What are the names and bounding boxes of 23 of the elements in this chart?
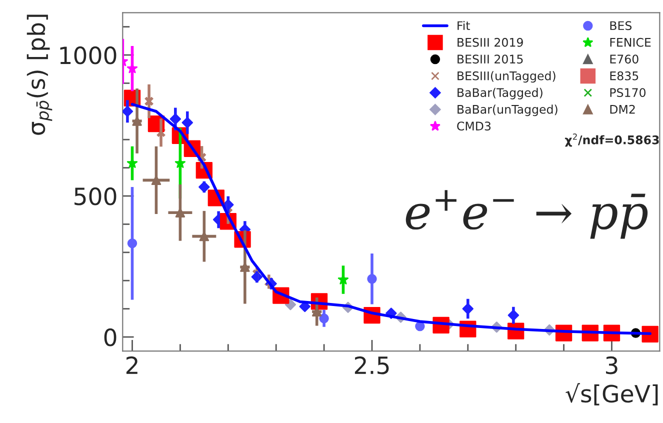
y-tick-label: 1000 bbox=[60, 46, 116, 64]
legend-label: FENICE bbox=[610, 38, 651, 47]
legend-label: DM2 bbox=[610, 104, 635, 114]
legend-label: Fit bbox=[458, 20, 470, 30]
annotation: e$^{+}$e$^{−}$ → pp̄ bbox=[406, 190, 648, 239]
legend-label: BES bbox=[610, 21, 632, 30]
legend-label: PS170 bbox=[610, 88, 646, 98]
annotation: χ$^{2}$/ndf=0.5863 bbox=[564, 134, 659, 147]
legend-label: BESIII(unTagged) bbox=[458, 71, 556, 83]
legend-label: BESIII 2015 bbox=[458, 54, 523, 64]
x-tick-label: 3 bbox=[606, 356, 618, 374]
legend-label: CMD3 bbox=[457, 122, 491, 131]
legend-label: BESIII 2019 bbox=[458, 38, 523, 47]
x-tick-label: 2.5 bbox=[354, 356, 389, 374]
legend-label: BaBar(Tagged) bbox=[458, 88, 542, 100]
x-axis-title: √s[GeV] bbox=[566, 383, 658, 406]
y-tick-label: 500 bbox=[74, 187, 116, 206]
y-axis-title: σ$_{pp̄}$(s) [pb] bbox=[26, 14, 52, 135]
legend-label: BaBar(unTagged) bbox=[458, 104, 558, 116]
x-tick-label: 2 bbox=[126, 356, 138, 374]
legend-label: E835 bbox=[610, 71, 638, 80]
legend-label: E760 bbox=[610, 54, 638, 64]
y-tick-label: 0 bbox=[104, 328, 116, 346]
